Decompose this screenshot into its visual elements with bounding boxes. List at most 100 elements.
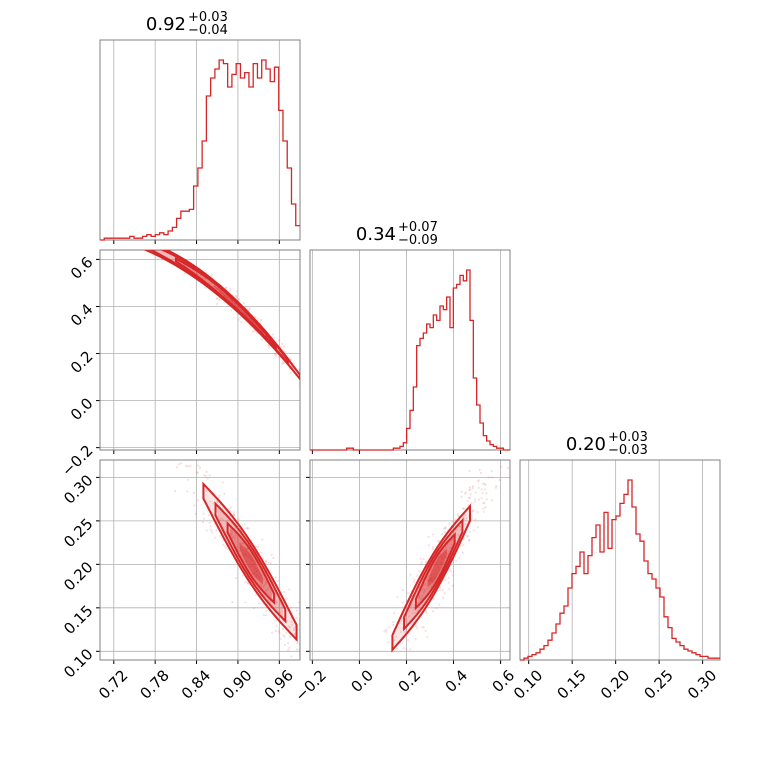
sample-point bbox=[235, 290, 239, 293]
sample-point bbox=[262, 557, 265, 560]
sample-point bbox=[285, 597, 288, 600]
sample-point bbox=[273, 352, 276, 356]
sample-point bbox=[274, 354, 277, 358]
sample-point bbox=[298, 622, 300, 625]
title-plus-0: +0.03 bbox=[188, 10, 228, 25]
sample-point bbox=[208, 521, 211, 524]
density-level-1 bbox=[152, 250, 286, 361]
sample-point bbox=[230, 309, 233, 312]
sample-point bbox=[298, 383, 300, 386]
sample-point bbox=[295, 609, 298, 612]
x-tick-label-2-4: 0.30 bbox=[684, 666, 720, 702]
sample-point bbox=[411, 612, 414, 615]
hist-2-line bbox=[520, 479, 720, 661]
sample-point bbox=[202, 517, 206, 520]
sample-point bbox=[235, 296, 238, 299]
sample-point bbox=[228, 531, 232, 534]
sample-point bbox=[298, 651, 300, 654]
sample-point bbox=[295, 617, 298, 620]
sample-point bbox=[290, 655, 293, 658]
sample-point bbox=[414, 638, 417, 641]
sample-point bbox=[427, 544, 430, 547]
sample-point bbox=[186, 478, 189, 481]
sample-point bbox=[396, 595, 399, 598]
sample-point bbox=[288, 646, 291, 649]
sample-point bbox=[205, 529, 208, 532]
sample-point bbox=[424, 610, 427, 613]
sample-point bbox=[298, 657, 300, 660]
sample-point bbox=[216, 509, 219, 512]
sample-point bbox=[431, 548, 435, 551]
sample-point bbox=[424, 560, 428, 563]
sample-point bbox=[180, 456, 182, 458]
sample-point bbox=[177, 445, 179, 447]
sample-point bbox=[246, 307, 249, 311]
density bbox=[143, 250, 300, 390]
sample-point bbox=[277, 629, 280, 633]
sample-point bbox=[229, 532, 232, 536]
sample-point bbox=[298, 629, 300, 632]
sample-point bbox=[186, 465, 190, 468]
contour-2 bbox=[414, 532, 456, 611]
sample-point bbox=[413, 611, 416, 614]
x-tick-label-0-3: 0.90 bbox=[219, 666, 255, 702]
sample-point bbox=[462, 516, 465, 519]
sample-point bbox=[443, 531, 446, 534]
title-value-2: 0.20 bbox=[566, 434, 606, 455]
sample-point bbox=[243, 523, 246, 526]
sample-point bbox=[292, 629, 295, 632]
sample-point bbox=[485, 492, 488, 495]
sample-point bbox=[468, 497, 471, 500]
sample-point bbox=[432, 598, 435, 601]
sample-point bbox=[298, 369, 300, 372]
sample-point bbox=[274, 630, 277, 633]
sample-point bbox=[259, 320, 262, 323]
sample-point bbox=[272, 336, 275, 339]
sample-point bbox=[243, 581, 246, 584]
sample-point bbox=[387, 641, 390, 644]
sample-point bbox=[282, 361, 285, 364]
sample-point bbox=[472, 509, 475, 512]
sample-point bbox=[290, 620, 293, 623]
sample-point bbox=[443, 527, 446, 530]
sample-point bbox=[202, 512, 205, 515]
panel-frame bbox=[309, 459, 511, 661]
sample-point bbox=[444, 526, 447, 529]
x-tick-label-0-1: 0.78 bbox=[137, 666, 173, 702]
sample-point bbox=[264, 581, 267, 584]
sample-point bbox=[476, 511, 479, 514]
density-level-3 bbox=[239, 543, 263, 585]
sample-point bbox=[464, 492, 467, 495]
sample-point bbox=[462, 507, 465, 510]
sample-point bbox=[401, 589, 405, 592]
sample-point bbox=[298, 626, 300, 629]
sample-point bbox=[272, 557, 275, 560]
sample-point bbox=[219, 518, 222, 521]
sample-point bbox=[201, 521, 205, 524]
sample-point bbox=[484, 483, 487, 486]
title-value-0: 0.92 bbox=[146, 14, 186, 35]
sample-point bbox=[232, 513, 235, 516]
sample-point bbox=[469, 530, 472, 533]
sample-point bbox=[490, 470, 493, 473]
sample-point bbox=[175, 466, 178, 469]
sample-point bbox=[288, 635, 292, 638]
sample-point bbox=[298, 368, 300, 371]
sample-point bbox=[203, 474, 206, 477]
sample-point bbox=[267, 561, 270, 564]
sample-point bbox=[488, 476, 491, 479]
sample-point bbox=[482, 456, 484, 458]
sample-point bbox=[449, 546, 452, 550]
panel-scatter-2-1 bbox=[306, 456, 511, 685]
sample-point bbox=[227, 508, 230, 511]
sample-point bbox=[232, 511, 235, 514]
sample-point bbox=[424, 589, 427, 592]
sample-point bbox=[412, 609, 415, 612]
sample-point bbox=[465, 517, 468, 520]
sample-point bbox=[379, 683, 381, 685]
sample-point bbox=[427, 535, 430, 539]
sample-point bbox=[464, 523, 467, 526]
sample-point bbox=[426, 635, 429, 638]
sample-point bbox=[438, 586, 442, 589]
sample-point bbox=[425, 587, 428, 590]
